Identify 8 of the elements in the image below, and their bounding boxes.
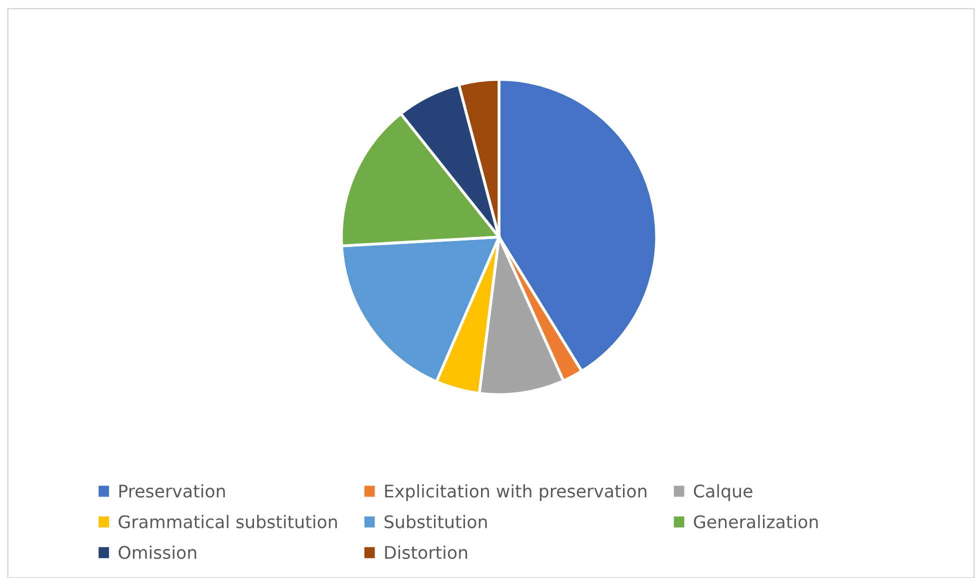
legend-label: Generalization bbox=[694, 514, 818, 528]
legend-label: Distortion bbox=[385, 546, 468, 560]
legend-label: Preservation bbox=[119, 484, 225, 498]
legend-label: Grammatical substitution bbox=[118, 514, 337, 528]
legend-label: Calque bbox=[694, 484, 752, 501]
legend-label: Explicitation with preservation bbox=[385, 484, 646, 501]
legend-label: Omission bbox=[118, 546, 196, 560]
legend-label: Substitution bbox=[384, 514, 487, 528]
